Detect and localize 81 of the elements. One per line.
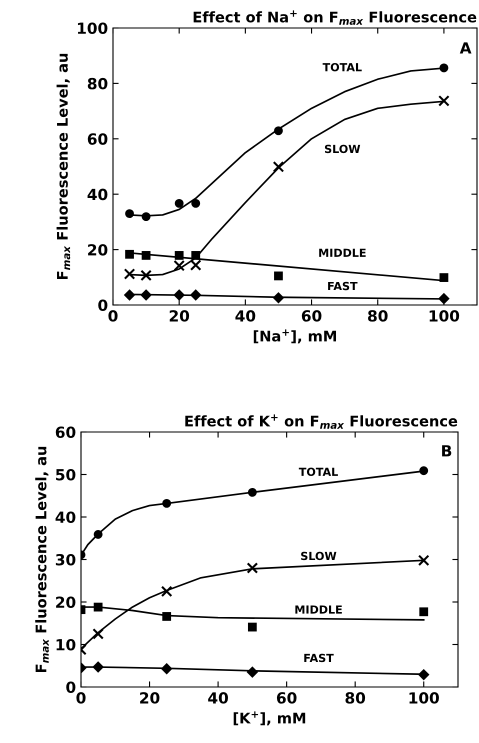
point [124, 289, 136, 301]
point [174, 198, 184, 208]
x-tick-label: 60 [302, 310, 322, 322]
x-axis-title: [Na$^{+}$], mM [254, 329, 336, 344]
point [162, 499, 172, 508]
x-tick-label: 20 [140, 692, 160, 704]
y-tick-label: 50 [56, 468, 76, 481]
point [125, 209, 134, 218]
point [418, 554, 430, 566]
point [142, 251, 150, 260]
x-tick-label: 80 [345, 692, 366, 704]
annotation: A [460, 42, 472, 54]
x-axis-title: [K$^{+}$], mM [234, 711, 306, 726]
annotation: FAST [304, 654, 334, 662]
point [140, 270, 152, 282]
point [272, 292, 284, 304]
x-tick-label: 100 [410, 692, 439, 704]
x-tick-label: 40 [208, 692, 228, 704]
point [418, 668, 430, 680]
y-tick-label: 60 [56, 426, 76, 438]
y-tick-label: 100 [78, 22, 108, 34]
y-axis-title: F$_{max}$ Fluorescence Level, au [35, 446, 49, 672]
y-tick-label: 40 [88, 188, 108, 200]
x-tick-label: 80 [368, 310, 388, 322]
y-axis-title: F$_{max}$ Fluorescence Level, au [56, 54, 70, 280]
point [190, 289, 202, 301]
point [92, 661, 104, 673]
point [142, 212, 150, 222]
point [272, 161, 284, 172]
point [125, 250, 134, 259]
y-tick-label: 0 [98, 299, 108, 312]
point [248, 622, 257, 632]
point [248, 488, 257, 497]
y-tick-label: 30 [56, 554, 76, 566]
point [140, 289, 152, 301]
x-tick-label: 20 [170, 310, 190, 322]
point [419, 466, 428, 476]
annotation: B [442, 445, 452, 456]
y-tick-label: 0 [66, 681, 76, 694]
y-tick-label: 20 [56, 596, 76, 608]
point [173, 260, 185, 272]
y-tick-label: 80 [88, 78, 108, 90]
point [191, 251, 200, 260]
point [419, 607, 428, 616]
point [160, 586, 172, 598]
y-tick-label: 10 [56, 638, 76, 651]
annotation: TOTAL [322, 62, 362, 72]
point [92, 628, 104, 640]
point [124, 268, 136, 280]
point [274, 272, 283, 280]
annotation: SLOW [324, 144, 360, 154]
y-tick-label: 20 [88, 244, 108, 256]
point [440, 63, 448, 72]
x-tick-label: 40 [235, 310, 256, 322]
point [440, 273, 448, 282]
point [94, 530, 103, 539]
x-tick-label: 0 [108, 310, 118, 322]
point [438, 292, 450, 304]
y-tick-label: 40 [56, 511, 76, 524]
annotation: MIDDLE [319, 248, 366, 257]
annotation: TOTAL [298, 468, 338, 476]
annotation: MIDDLE [295, 605, 342, 614]
x-tick-label: 60 [276, 692, 297, 704]
point [173, 289, 185, 301]
chart-title: Effect of K$^{+}$ on F$_{max}$ Fluorescence [185, 414, 458, 429]
point [438, 95, 450, 107]
x-tick-label: 100 [430, 310, 460, 322]
annotation: SLOW [301, 552, 336, 560]
point [246, 666, 258, 678]
y-tick-label: 60 [88, 133, 108, 145]
annotation: FAST [328, 282, 358, 290]
point [191, 198, 200, 208]
point [160, 663, 172, 674]
point [246, 562, 258, 574]
point [162, 612, 172, 621]
chart-title: Effect of Na$^{+}$ on F$_{max}$ Fluorescence [194, 10, 476, 25]
point [274, 126, 283, 136]
point [190, 259, 202, 271]
x-tick-label: 0 [76, 692, 86, 704]
point [94, 602, 103, 612]
point [174, 251, 184, 260]
